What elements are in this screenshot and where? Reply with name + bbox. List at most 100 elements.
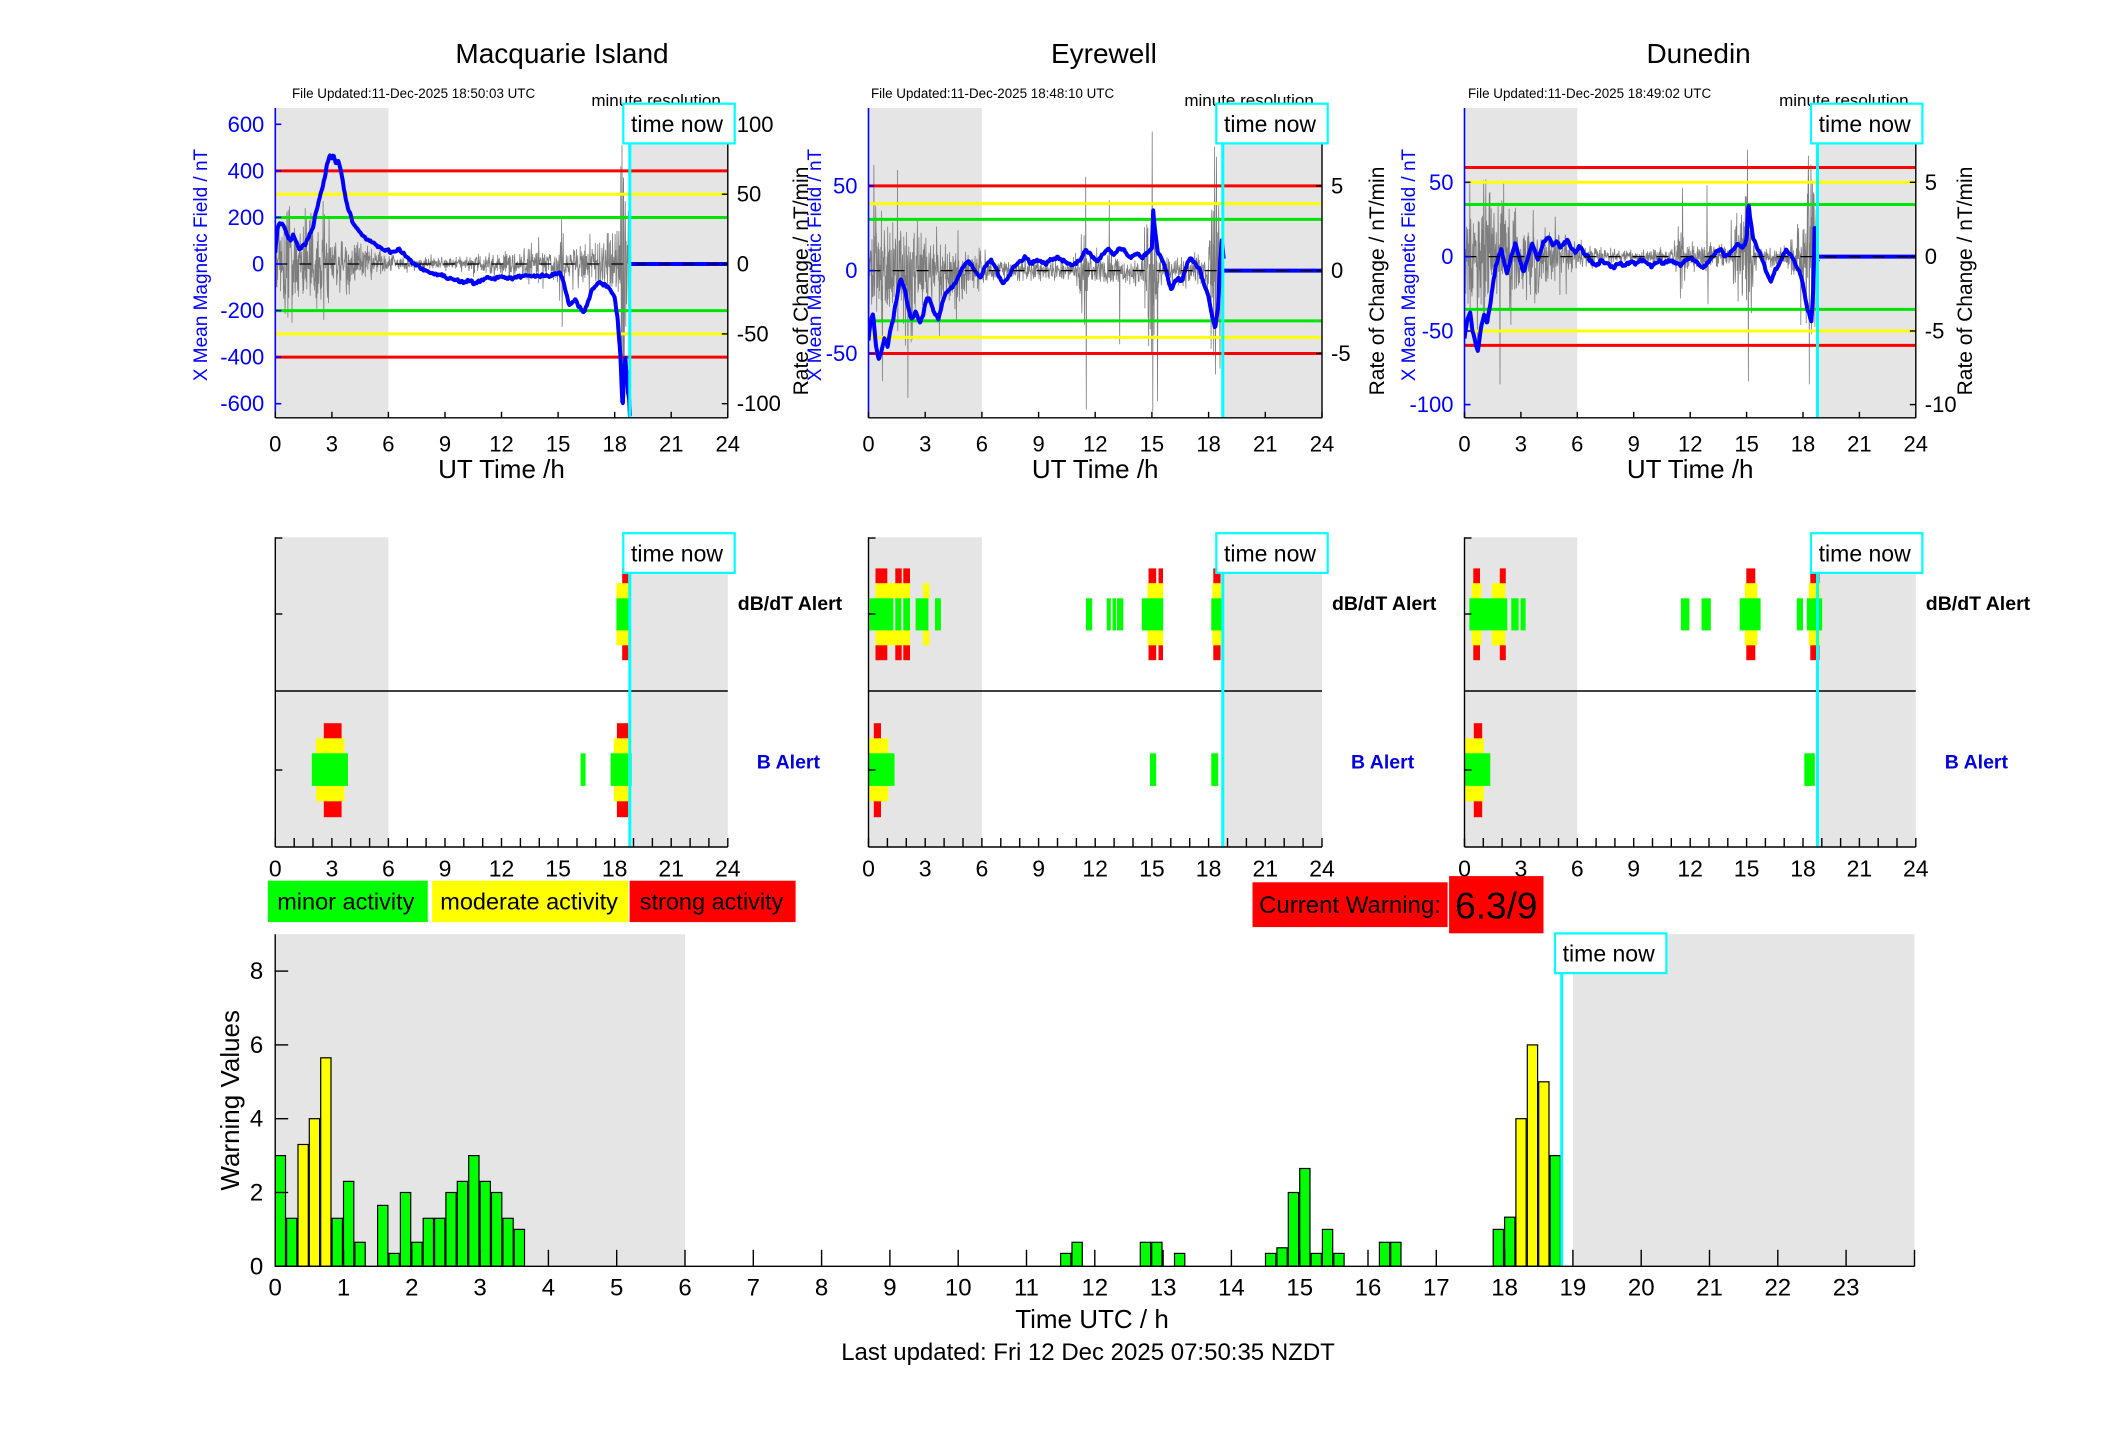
svg-text:18: 18 bbox=[1196, 432, 1220, 457]
svg-text:18: 18 bbox=[602, 856, 628, 882]
svg-text:0: 0 bbox=[845, 258, 857, 283]
svg-text:0: 0 bbox=[250, 1253, 263, 1280]
svg-text:3: 3 bbox=[919, 432, 931, 457]
svg-text:X Mean Magnetic Field / nT: X Mean Magnetic Field / nT bbox=[805, 148, 826, 381]
svg-text:moderate activity: moderate activity bbox=[440, 889, 618, 915]
svg-text:File Updated:11-Dec-2025 18:50: File Updated:11-Dec-2025 18:50:03 UTC bbox=[292, 86, 535, 101]
svg-text:12: 12 bbox=[1082, 856, 1108, 882]
svg-text:18: 18 bbox=[602, 432, 626, 457]
svg-text:12: 12 bbox=[489, 856, 515, 882]
svg-text:File Updated:11-Dec-2025 18:49: File Updated:11-Dec-2025 18:49:02 UTC bbox=[1468, 86, 1711, 101]
svg-text:9: 9 bbox=[1627, 856, 1640, 882]
svg-text:21: 21 bbox=[1847, 432, 1871, 457]
svg-text:18: 18 bbox=[1790, 856, 1816, 882]
svg-text:dB/dT Alert: dB/dT Alert bbox=[738, 593, 843, 615]
svg-text:File Updated:11-Dec-2025 18:48: File Updated:11-Dec-2025 18:48:10 UTC bbox=[871, 86, 1114, 101]
svg-text:15: 15 bbox=[1734, 432, 1758, 457]
svg-text:0: 0 bbox=[1925, 244, 1937, 269]
svg-text:-10: -10 bbox=[1925, 392, 1957, 417]
svg-text:24: 24 bbox=[1903, 856, 1929, 882]
svg-text:17: 17 bbox=[1423, 1275, 1450, 1302]
svg-text:9: 9 bbox=[1628, 432, 1640, 457]
svg-text:21: 21 bbox=[659, 432, 683, 457]
svg-text:6: 6 bbox=[382, 856, 395, 882]
svg-text:0: 0 bbox=[1441, 244, 1453, 269]
svg-text:Last updated: Fri 12 Dec 2025: Last updated: Fri 12 Dec 2025 07:50:35 N… bbox=[841, 1339, 1335, 1366]
svg-text:21: 21 bbox=[1696, 1275, 1723, 1302]
svg-text:5: 5 bbox=[1925, 170, 1937, 195]
svg-text:8: 8 bbox=[815, 1275, 828, 1302]
svg-text:0: 0 bbox=[862, 856, 875, 882]
svg-text:UT Time /h: UT Time /h bbox=[1032, 454, 1159, 484]
svg-text:time now: time now bbox=[1224, 111, 1316, 137]
svg-text:3: 3 bbox=[1515, 856, 1528, 882]
svg-text:Rate of Change / nT/min: Rate of Change / nT/min bbox=[1366, 167, 1389, 396]
svg-text:600: 600 bbox=[228, 112, 265, 137]
svg-text:9: 9 bbox=[439, 432, 451, 457]
svg-text:15: 15 bbox=[1139, 856, 1165, 882]
svg-text:-200: -200 bbox=[220, 298, 264, 323]
svg-text:X Mean Magnetic Field / nT: X Mean Magnetic Field / nT bbox=[1399, 148, 1420, 381]
svg-text:9: 9 bbox=[883, 1275, 896, 1302]
svg-text:0: 0 bbox=[1331, 258, 1343, 283]
svg-text:0: 0 bbox=[1458, 432, 1470, 457]
svg-text:24: 24 bbox=[715, 856, 741, 882]
svg-text:6: 6 bbox=[382, 432, 394, 457]
svg-text:3: 3 bbox=[326, 856, 339, 882]
svg-text:Rate of Change / nT/min: Rate of Change / nT/min bbox=[790, 167, 813, 396]
svg-text:3: 3 bbox=[1515, 432, 1527, 457]
svg-text:Current Warning:: Current Warning: bbox=[1259, 892, 1441, 919]
svg-text:Rate of Change / nT/min: Rate of Change / nT/min bbox=[1954, 167, 1977, 396]
svg-text:0: 0 bbox=[269, 1275, 282, 1302]
svg-text:-100: -100 bbox=[1409, 392, 1453, 417]
svg-text:13: 13 bbox=[1150, 1275, 1177, 1302]
svg-text:Time UTC / h: Time UTC / h bbox=[1015, 1304, 1169, 1334]
svg-text:0: 0 bbox=[862, 432, 874, 457]
svg-text:10: 10 bbox=[945, 1275, 972, 1302]
svg-text:16: 16 bbox=[1355, 1275, 1382, 1302]
svg-text:12: 12 bbox=[1081, 1275, 1108, 1302]
svg-text:4: 4 bbox=[250, 1106, 263, 1133]
svg-text:-400: -400 bbox=[220, 345, 264, 370]
svg-text:time now: time now bbox=[1819, 111, 1911, 137]
svg-text:0: 0 bbox=[269, 856, 282, 882]
svg-text:strong activity: strong activity bbox=[640, 889, 784, 915]
svg-text:time now: time now bbox=[1819, 540, 1911, 566]
svg-text:time now: time now bbox=[631, 540, 723, 566]
svg-text:time now: time now bbox=[1563, 941, 1655, 967]
svg-text:-50: -50 bbox=[737, 321, 769, 346]
svg-text:0: 0 bbox=[1458, 856, 1471, 882]
svg-text:24: 24 bbox=[1904, 432, 1928, 457]
svg-text:7: 7 bbox=[747, 1275, 760, 1302]
svg-text:Warning Values: Warning Values bbox=[215, 1010, 245, 1191]
svg-text:18: 18 bbox=[1791, 432, 1815, 457]
svg-text:15: 15 bbox=[1286, 1275, 1313, 1302]
svg-text:B Alert: B Alert bbox=[1351, 752, 1415, 774]
svg-text:8: 8 bbox=[250, 958, 263, 985]
svg-text:20: 20 bbox=[1628, 1275, 1655, 1302]
svg-text:21: 21 bbox=[658, 856, 684, 882]
svg-text:5: 5 bbox=[1331, 173, 1343, 198]
svg-text:UT Time /h: UT Time /h bbox=[1627, 454, 1754, 484]
svg-text:minor activity: minor activity bbox=[277, 889, 414, 915]
svg-text:200: 200 bbox=[228, 205, 265, 230]
svg-text:18: 18 bbox=[1491, 1275, 1518, 1302]
svg-text:dB/dT Alert: dB/dT Alert bbox=[1926, 593, 2031, 615]
svg-text:-50: -50 bbox=[826, 341, 858, 366]
svg-text:21: 21 bbox=[1253, 432, 1277, 457]
svg-text:21: 21 bbox=[1847, 856, 1873, 882]
svg-text:UT Time /h: UT Time /h bbox=[438, 454, 565, 484]
svg-text:6: 6 bbox=[250, 1032, 263, 1059]
svg-text:9: 9 bbox=[439, 856, 452, 882]
svg-text:19: 19 bbox=[1560, 1275, 1587, 1302]
svg-text:6.3/9: 6.3/9 bbox=[1455, 886, 1537, 927]
svg-text:18: 18 bbox=[1196, 856, 1222, 882]
svg-text:B Alert: B Alert bbox=[1945, 752, 2009, 774]
svg-text:100: 100 bbox=[737, 112, 774, 137]
svg-text:Eyrewell: Eyrewell bbox=[1051, 38, 1157, 69]
svg-text:3: 3 bbox=[919, 856, 932, 882]
svg-text:50: 50 bbox=[737, 182, 761, 207]
svg-text:-5: -5 bbox=[1331, 341, 1351, 366]
svg-text:6: 6 bbox=[976, 432, 988, 457]
svg-text:12: 12 bbox=[489, 432, 513, 457]
